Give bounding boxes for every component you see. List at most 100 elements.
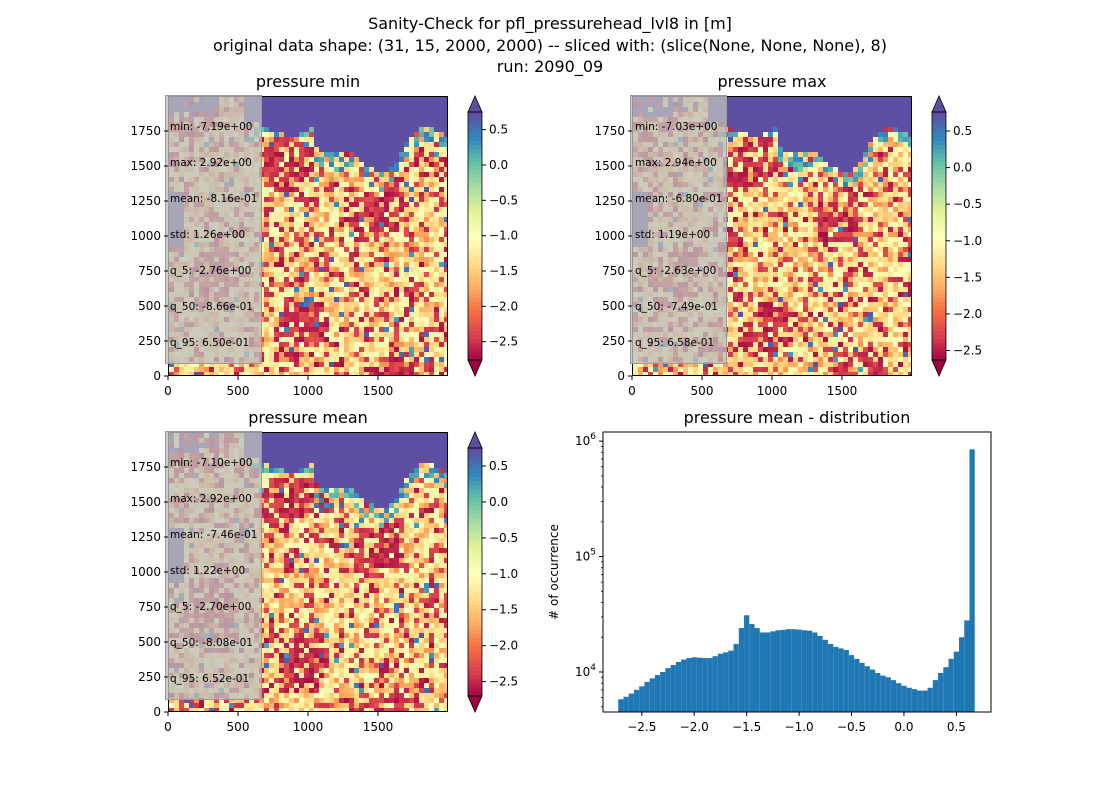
colorbar-tick-label: −0.5 <box>489 531 518 545</box>
colorbar-segment <box>932 252 946 258</box>
colorbar-segment <box>932 269 946 274</box>
y-tick-label: 0 <box>153 369 161 383</box>
colorbar-tick-label: 0.0 <box>489 158 508 172</box>
colorbar-segment <box>468 281 482 287</box>
histogram-bar <box>890 680 897 712</box>
histogram-bar <box>681 659 687 712</box>
colorbar-segment <box>468 687 482 693</box>
colorbar-segment <box>468 157 482 163</box>
colorbar-segment <box>468 202 482 208</box>
colorbar-tick-label: 0.5 <box>489 459 508 473</box>
x-tick-label: 1000 <box>293 720 324 734</box>
colorbar-segment <box>468 671 482 676</box>
colorbar-segment <box>932 149 946 154</box>
colorbar-segment <box>468 658 482 664</box>
colorbar-segment <box>468 683 482 689</box>
histogram-bar <box>644 681 650 712</box>
y-tick-label: 750 <box>138 600 161 614</box>
colorbar-frame <box>467 447 483 697</box>
stat-q5: q_5: -2.76e+00 <box>170 265 252 277</box>
histogram-bar <box>702 658 708 712</box>
histogram-bar <box>801 630 807 712</box>
y-tick-label: 1750 <box>130 124 161 138</box>
histogram-bar <box>623 696 629 712</box>
y-tick-label: 500 <box>602 299 625 313</box>
figure-title-line-2: original data shape: (31, 15, 2000, 2000… <box>213 36 887 55</box>
colorbar-segment <box>468 691 482 697</box>
colorbar-segment <box>468 543 482 548</box>
colorbar-segment <box>932 240 946 245</box>
y-tick-label: 750 <box>602 264 625 278</box>
histogram-frame <box>602 431 992 713</box>
colorbar-segment <box>468 215 482 221</box>
colorbar-tick-label: −0.5 <box>953 197 982 211</box>
hist-x-tick-label: −0.5 <box>837 720 866 734</box>
stat-q5: q_5: -2.63e+00 <box>635 265 717 277</box>
stat-q50: q_50: -7.49e-01 <box>635 301 718 313</box>
histogram-bar <box>660 671 666 712</box>
x-tick-label: 500 <box>227 720 250 734</box>
colorbar-segment <box>468 306 482 311</box>
colorbar-segment <box>468 580 482 585</box>
colorbar-tick-label: −2.5 <box>953 343 982 357</box>
stat-q50: q_50: -8.66e-01 <box>170 301 253 313</box>
hist-x-tick-label: 0.0 <box>894 720 913 734</box>
colorbar-segment <box>468 310 482 316</box>
colorbar-segment <box>468 343 482 349</box>
colorbar-segment <box>468 481 482 486</box>
stat-q95: q_95: 6.58e-01 <box>635 337 715 349</box>
colorbar-segment <box>468 273 482 278</box>
stat-q95: q_95: 6.52e-01 <box>170 673 250 685</box>
colorbar-tick-label: −2.0 <box>953 307 982 321</box>
colorbar-tick-label: −1.5 <box>489 603 518 617</box>
histogram-bar <box>675 662 682 712</box>
colorbar-segment <box>468 452 482 457</box>
colorbar-tick-label: −2.0 <box>489 299 518 313</box>
colorbar-segment <box>468 489 482 495</box>
colorbar-segment <box>932 314 946 320</box>
stats-box-max: min: -7.03e+00 max: 2.94e+00 mean: -6.80… <box>630 95 728 364</box>
histogram-bar <box>917 690 923 712</box>
histogram-bar <box>959 637 965 712</box>
colorbar-segment <box>468 116 482 121</box>
colorbar-segment <box>468 223 482 229</box>
colorbar-segment <box>932 322 946 328</box>
colorbar-segment <box>468 675 482 681</box>
colorbar-segment <box>468 456 482 461</box>
colorbar-segment <box>932 281 946 287</box>
colorbar-segment <box>468 186 482 192</box>
y-tick-label: 250 <box>602 334 625 348</box>
colorbar-segment <box>932 326 946 332</box>
colorbar-segment <box>468 145 482 150</box>
x-tick-label: 500 <box>227 384 250 398</box>
stat-q95: q_95: 6.50e-01 <box>170 337 250 349</box>
histogram-bar <box>827 643 834 712</box>
x-tick-label: 1500 <box>363 384 394 398</box>
colorbar-segment <box>468 314 482 320</box>
stat-std: std: 1.22e+00 <box>170 565 246 577</box>
colorbar-segment <box>932 186 946 192</box>
histogram-bar <box>843 650 849 712</box>
x-tick-label: 0 <box>164 384 172 398</box>
colorbar-segment <box>468 322 482 328</box>
hist-x-tick-label: −2.0 <box>680 720 709 734</box>
colorbar-segment <box>932 339 946 345</box>
colorbar-segment <box>468 264 482 270</box>
colorbar-segment <box>932 169 946 175</box>
colorbar-segment <box>468 642 482 647</box>
histogram-bar <box>896 683 902 712</box>
colorbar-tick-label: 0.5 <box>489 123 508 137</box>
y-tick-label: 1750 <box>594 124 625 138</box>
colorbar-segment <box>468 190 482 196</box>
colorbar-segment <box>468 534 482 540</box>
colorbar-segment <box>468 298 482 303</box>
colorbar-tick-label: −1.0 <box>953 234 982 248</box>
colorbar-segment <box>468 124 482 130</box>
colorbar-segment <box>932 351 946 357</box>
colorbar-segment <box>468 302 482 307</box>
colorbar-segment <box>468 493 482 499</box>
colorbar-segment <box>468 347 482 353</box>
histogram-bar <box>670 664 676 712</box>
